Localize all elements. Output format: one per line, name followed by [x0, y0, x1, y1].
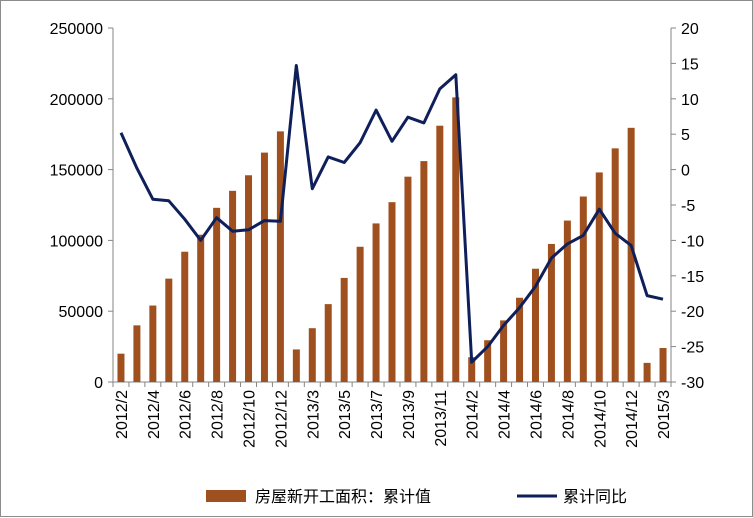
bar — [229, 190, 237, 382]
bar — [388, 202, 396, 382]
bar — [165, 278, 173, 382]
x-tick-label: 2012/2 — [114, 390, 131, 439]
x-tick-label: 2012/12 — [273, 390, 290, 448]
right-tick-label: 10 — [681, 92, 699, 109]
legend-bar-swatch — [206, 490, 246, 502]
line-series — [119, 64, 664, 364]
x-tick-label: 2014/6 — [528, 390, 545, 439]
right-tick-label: -30 — [681, 375, 704, 392]
bar — [452, 97, 460, 382]
x-tick-label: 2014/12 — [624, 390, 641, 448]
bar — [292, 349, 300, 382]
legend: 房屋新开工面积：累计值 累计同比 — [206, 487, 627, 506]
x-tick-label: 2015/3 — [656, 390, 673, 439]
bar — [468, 357, 476, 382]
bar — [500, 320, 508, 382]
bar — [404, 176, 412, 382]
right-tick-label: 15 — [681, 56, 699, 73]
bar — [276, 131, 284, 382]
x-tick-label: 2013/11 — [433, 390, 450, 447]
bar — [436, 125, 444, 382]
x-tick-label: 2013/5 — [337, 390, 354, 439]
left-tick-label: 0 — [94, 375, 103, 392]
left-tick-label: 150000 — [50, 163, 103, 180]
bar — [197, 234, 205, 382]
bar — [563, 220, 571, 382]
bar — [372, 223, 380, 382]
bar — [213, 207, 221, 382]
right-tick-label: 0 — [681, 163, 690, 180]
bar-series — [117, 97, 667, 382]
bar — [579, 196, 587, 382]
bar — [659, 348, 667, 382]
x-tick-label: 2014/4 — [497, 390, 514, 439]
x-tick-label: 2013/3 — [305, 390, 322, 439]
x-tick-label: 2012/10 — [242, 390, 259, 448]
bar — [516, 297, 524, 382]
yoy-line — [119, 64, 664, 364]
bar — [260, 152, 268, 382]
right-tick-label: 20 — [681, 21, 699, 38]
bar — [643, 362, 651, 382]
right-tick-label: -10 — [681, 233, 704, 250]
bar — [324, 304, 332, 382]
right-tick-label: -25 — [681, 340, 704, 357]
bar — [595, 172, 603, 382]
bar — [181, 251, 189, 382]
left-tick-label: 200000 — [50, 92, 103, 109]
bar — [133, 325, 141, 382]
right-tick-label: -15 — [681, 269, 704, 286]
x-tick-label: 2012/4 — [146, 390, 163, 439]
x-tick-label: 2012/8 — [210, 390, 227, 439]
legend-line-label: 累计同比 — [563, 487, 627, 506]
left-tick-label: 50000 — [59, 304, 104, 321]
x-tick-label: 2012/6 — [178, 390, 195, 439]
bar — [531, 268, 539, 382]
x-tick-label: 2014/10 — [592, 390, 609, 448]
bar — [308, 328, 316, 382]
x-tick-label: 2014/8 — [560, 390, 577, 439]
bar — [484, 340, 492, 382]
bar — [149, 305, 157, 382]
x-tick-label: 2013/9 — [401, 390, 418, 439]
bar — [611, 148, 619, 382]
legend-bar-label: 房屋新开工面积：累计值 — [255, 487, 431, 506]
bar — [117, 353, 125, 382]
right-tick-label: 5 — [681, 127, 690, 144]
right-tick-label: -5 — [681, 198, 695, 215]
left-tick-label: 100000 — [50, 233, 103, 250]
right-tick-label: -20 — [681, 304, 704, 321]
tick-labels: 0 50000 100000 150000 200000 250000 -30 -25 -20 -… — [50, 21, 705, 448]
bar — [340, 277, 348, 382]
bar — [627, 127, 635, 382]
x-tick-label: 2013/7 — [369, 390, 386, 439]
bar — [420, 161, 428, 382]
bar — [245, 175, 253, 382]
left-tick-label: 250000 — [50, 21, 103, 38]
bar — [356, 246, 364, 382]
x-tick-label: 2014/2 — [465, 390, 482, 439]
bar — [547, 243, 555, 382]
